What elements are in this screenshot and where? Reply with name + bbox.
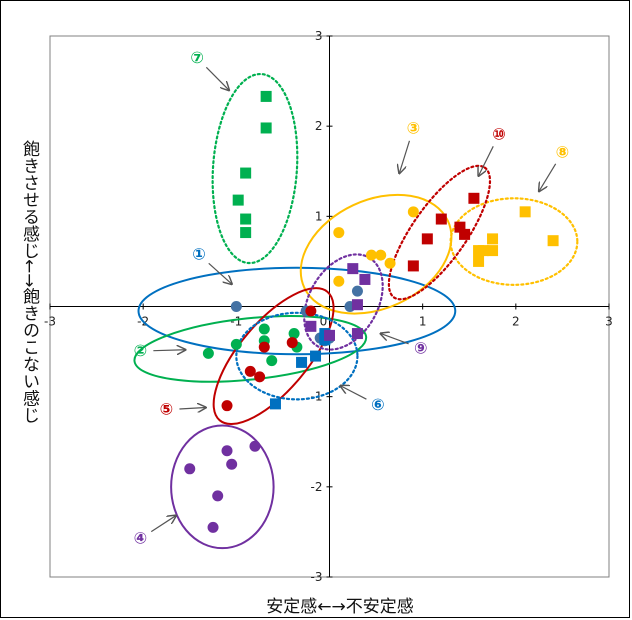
data-point-group-5: [254, 371, 266, 383]
data-point-group-3: [333, 227, 345, 239]
data-point-group-2: [258, 323, 270, 335]
callout-label-5: ⑤: [160, 400, 174, 419]
data-point-group-7: [240, 213, 252, 225]
callout-label-1: ①: [192, 245, 206, 264]
callout-arrow-5: [179, 407, 205, 408]
callout-arrow-8: [539, 163, 557, 191]
cluster-ellipse-6: [235, 311, 359, 401]
callout-arrow-4: [150, 516, 175, 533]
y-tick-label: -3: [311, 570, 323, 584]
callout-label-10: ⑩: [492, 125, 506, 144]
data-point-group-7: [240, 167, 252, 179]
callout-label-3: ③: [407, 118, 421, 137]
data-point-group-7: [240, 227, 252, 239]
cluster-ellipse-2: [133, 315, 368, 383]
data-point-group-9: [324, 329, 335, 341]
callout-arrow-7: [205, 66, 229, 90]
callout-arrow-10: [479, 146, 494, 175]
data-point-group-8: [473, 245, 485, 257]
data-point-group-7: [232, 194, 244, 206]
data-point-group-9: [305, 320, 317, 332]
x-tick-label: 3: [605, 315, 613, 329]
data-point-group-3: [384, 257, 396, 269]
cluster-ellipse-4: [170, 424, 275, 550]
data-point-group-2: [288, 328, 300, 340]
data-point-group-9: [347, 263, 359, 275]
callout-arrow-6: [341, 386, 367, 400]
cluster-ellipse-8: [449, 197, 579, 286]
data-point-group-6: [269, 398, 281, 410]
data-point-group-10: [421, 233, 433, 245]
x-tick-label: 1: [419, 315, 427, 329]
data-point-group-1: [351, 285, 363, 297]
x-tick-label: -3: [44, 315, 56, 329]
callout-arrow-2: [153, 350, 185, 351]
data-point-group-3: [375, 249, 387, 261]
cluster-ellipse-7: [211, 72, 299, 265]
data-point-group-8: [473, 255, 485, 267]
x-tick-label: 2: [512, 315, 520, 329]
callout-label-7: ⑦: [190, 48, 204, 67]
callout-label-6: ⑥: [371, 395, 385, 414]
y-axis-label: 飽きさせる感じ←→飽きのこない感じ: [19, 140, 39, 424]
data-point-group-3: [365, 249, 377, 261]
data-point-group-10: [454, 221, 466, 233]
cluster-ellipse-5: [212, 287, 335, 425]
data-point-group-7: [260, 122, 272, 134]
data-point-group-5: [258, 341, 270, 353]
callout-label-8: ⑧: [556, 143, 570, 162]
cluster-ellipse-10: [387, 164, 492, 301]
data-point-group-4: [212, 490, 224, 502]
callout-label-4: ④: [134, 529, 148, 548]
data-point-group-9: [351, 299, 363, 311]
callout-label-9: ⑨: [414, 338, 428, 357]
data-point-group-4: [184, 463, 196, 475]
data-point-group-10: [407, 260, 419, 272]
data-point-group-4: [226, 458, 238, 470]
callout-arrow-1: [208, 262, 232, 284]
data-point-group-3: [333, 275, 345, 287]
callout-label-2: ②: [134, 341, 148, 360]
callout-arrow-9: [381, 334, 409, 345]
data-point-group-6: [310, 350, 322, 362]
data-point-group-8: [487, 233, 499, 245]
callout-arrow-3: [399, 140, 411, 173]
y-tick-label: 1: [315, 209, 323, 223]
data-point-group-8: [519, 206, 531, 218]
data-point-group-10: [459, 228, 471, 240]
x-tick-label: 0: [320, 315, 328, 329]
data-point-group-9: [359, 273, 371, 285]
cluster-ellipse-3: [299, 193, 453, 315]
data-point-group-5: [286, 337, 298, 349]
data-point-group-5: [305, 305, 317, 317]
data-point-group-2: [230, 338, 242, 350]
data-point-group-10: [468, 192, 480, 204]
data-point-group-4: [221, 445, 233, 457]
x-axis-label: 安定感←→不安定感: [266, 597, 414, 617]
data-point-group-3: [407, 206, 419, 218]
data-point-group-4: [207, 521, 219, 533]
y-tick-label: -2: [311, 480, 323, 494]
data-point-group-2: [266, 355, 278, 367]
data-point-group-4: [249, 440, 261, 452]
data-point-group-9: [351, 328, 363, 340]
data-point-group-6: [296, 356, 308, 368]
x-tick-label: -1: [230, 315, 242, 329]
data-point-group-7: [260, 90, 272, 102]
y-tick-label: 2: [315, 119, 323, 133]
data-point-group-8: [547, 235, 559, 247]
cluster-ellipse-1: [137, 266, 457, 356]
data-point-group-5: [221, 400, 233, 412]
data-point-group-10: [435, 213, 447, 225]
data-point-group-2: [202, 347, 214, 359]
data-point-group-8: [487, 245, 499, 257]
data-point-group-5: [244, 365, 256, 377]
y-tick-label: 3: [315, 29, 323, 43]
data-point-group-1: [230, 301, 242, 312]
